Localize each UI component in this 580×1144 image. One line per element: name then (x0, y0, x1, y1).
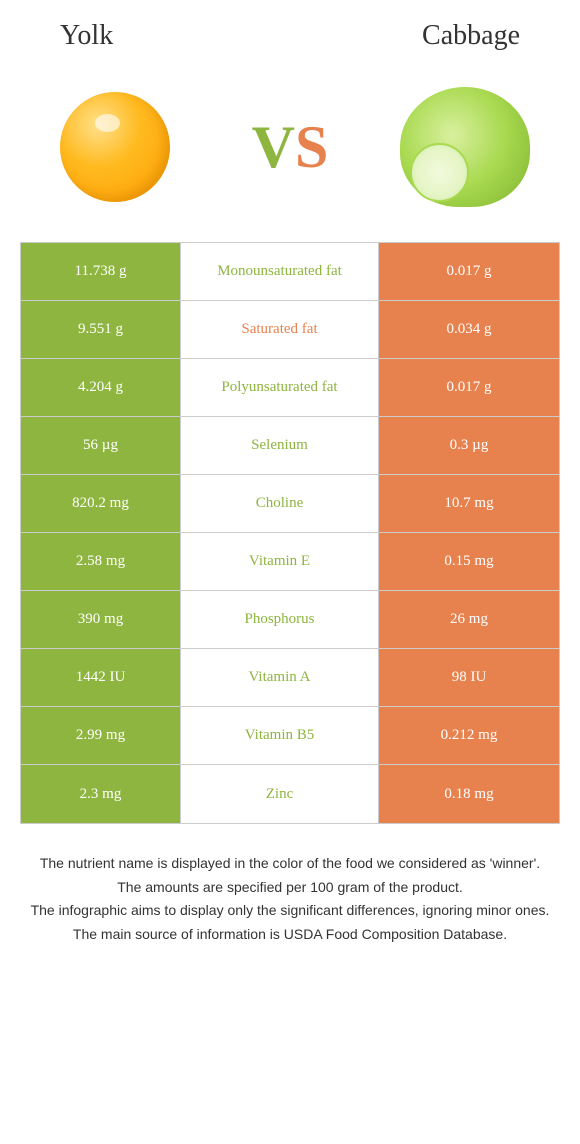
cell-left: 390 mg (21, 591, 181, 648)
comparison-table: 11.738 gMonounsaturated fat0.017 g9.551 … (20, 242, 560, 824)
cell-left: 2.3 mg (21, 765, 181, 823)
cell-right: 0.15 mg (379, 533, 559, 590)
cell-right: 0.18 mg (379, 765, 559, 823)
cell-right: 98 IU (379, 649, 559, 706)
cell-left: 2.58 mg (21, 533, 181, 590)
food-image-left (50, 82, 180, 212)
table-row: 2.58 mgVitamin E0.15 mg (21, 533, 559, 591)
table-row: 1442 IUVitamin A98 IU (21, 649, 559, 707)
cell-right: 0.212 mg (379, 707, 559, 764)
cell-right: 10.7 mg (379, 475, 559, 532)
yolk-icon (60, 92, 170, 202)
cell-nutrient: Polyunsaturated fat (181, 359, 379, 416)
cell-right: 0.034 g (379, 301, 559, 358)
table-row: 2.99 mgVitamin B50.212 mg (21, 707, 559, 765)
cabbage-icon (400, 87, 530, 207)
table-row: 9.551 gSaturated fat0.034 g (21, 301, 559, 359)
table-row: 4.204 gPolyunsaturated fat0.017 g (21, 359, 559, 417)
cell-left: 56 µg (21, 417, 181, 474)
cell-right: 0.3 µg (379, 417, 559, 474)
cell-right: 0.017 g (379, 243, 559, 300)
cell-nutrient: Saturated fat (181, 301, 379, 358)
table-row: 2.3 mgZinc0.18 mg (21, 765, 559, 823)
vs-s: S (295, 114, 328, 180)
note-line: The infographic aims to display only the… (30, 901, 550, 921)
title-right: Cabbage (422, 20, 520, 52)
cell-left: 4.204 g (21, 359, 181, 416)
cell-right: 26 mg (379, 591, 559, 648)
note-line: The nutrient name is displayed in the co… (30, 854, 550, 874)
cell-left: 11.738 g (21, 243, 181, 300)
cell-nutrient: Phosphorus (181, 591, 379, 648)
cell-left: 9.551 g (21, 301, 181, 358)
cell-nutrient: Zinc (181, 765, 379, 823)
note-line: The amounts are specified per 100 gram o… (30, 878, 550, 898)
cell-nutrient: Vitamin B5 (181, 707, 379, 764)
cell-nutrient: Selenium (181, 417, 379, 474)
cell-nutrient: Vitamin E (181, 533, 379, 590)
cell-nutrient: Vitamin A (181, 649, 379, 706)
cell-right: 0.017 g (379, 359, 559, 416)
notes: The nutrient name is displayed in the co… (0, 824, 580, 944)
vs-label: VS (252, 113, 329, 182)
cell-left: 820.2 mg (21, 475, 181, 532)
food-image-right (400, 82, 530, 212)
cell-nutrient: Monounsaturated fat (181, 243, 379, 300)
table-row: 820.2 mgCholine10.7 mg (21, 475, 559, 533)
vs-v: V (252, 114, 295, 180)
cell-left: 1442 IU (21, 649, 181, 706)
table-row: 390 mgPhosphorus26 mg (21, 591, 559, 649)
cell-left: 2.99 mg (21, 707, 181, 764)
cell-nutrient: Choline (181, 475, 379, 532)
title-left: Yolk (60, 20, 113, 52)
table-row: 56 µgSelenium0.3 µg (21, 417, 559, 475)
note-line: The main source of information is USDA F… (30, 925, 550, 945)
table-row: 11.738 gMonounsaturated fat0.017 g (21, 243, 559, 301)
